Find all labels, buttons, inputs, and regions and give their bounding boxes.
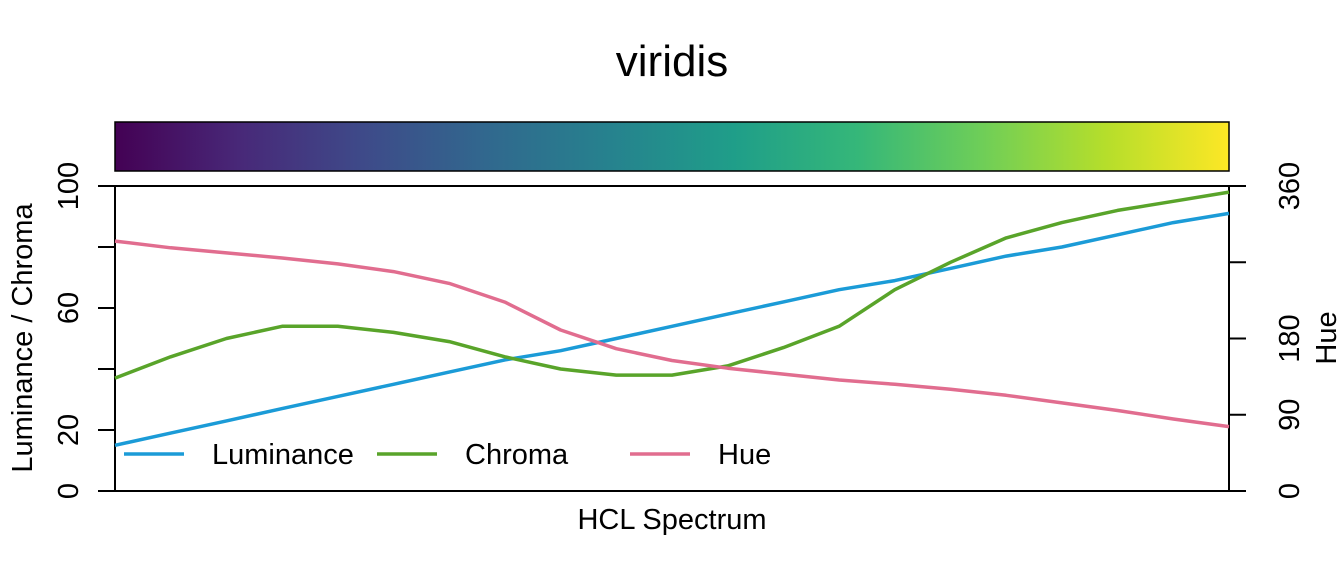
right-tick-label: 90 [1274,399,1306,431]
legend-label-chroma: Chroma [465,439,569,471]
legend-label-luminance: Luminance [212,439,354,471]
left-y-axis: 0 20 60 100 [53,162,115,499]
right-y-axis-label: Hue [1311,311,1343,364]
colorbar [114,121,1230,172]
right-tick-label: 360 [1274,162,1306,210]
series-lines [114,190,1230,448]
left-tick-label: 0 [53,483,85,499]
series-line-hue [114,239,1230,429]
x-axis-label: HCL Spectrum [577,504,766,536]
legend-label-hue: Hue [718,439,771,471]
legend: Luminance Chroma Hue [124,439,771,471]
right-tick-label: 180 [1274,314,1306,362]
series-line-luminance [114,211,1230,448]
chart-title: viridis [616,37,728,86]
right-y-axis: 0 90 180 360 [1229,162,1306,499]
left-tick-label: 20 [53,414,85,446]
left-y-axis-label: Luminance / Chroma [7,203,39,473]
left-tick-label: 100 [53,162,85,210]
left-tick-label: 60 [53,292,85,324]
right-tick-label: 0 [1274,483,1306,499]
series-line-chroma [114,190,1230,380]
